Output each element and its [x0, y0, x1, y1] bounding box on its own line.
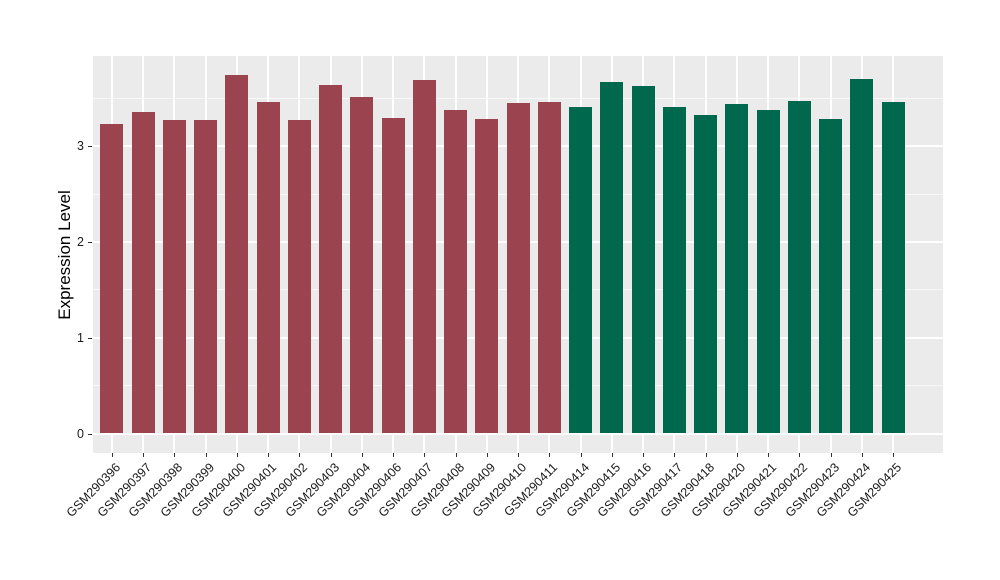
x-tick-mark	[799, 453, 801, 457]
x-tick-mark	[580, 453, 582, 457]
x-tick-mark	[705, 453, 707, 457]
x-tick-mark	[236, 453, 238, 457]
x-tick-mark	[205, 453, 207, 457]
x-tick-mark	[268, 453, 269, 457]
x-tick-mark	[549, 453, 551, 457]
x-tick-mark	[893, 453, 894, 457]
bar	[725, 104, 749, 434]
x-tick-mark	[299, 453, 301, 457]
x-tick-mark	[518, 453, 519, 457]
x-tick-mark	[111, 453, 113, 457]
y-tick-mark	[88, 146, 92, 148]
bar	[287, 119, 311, 434]
bar	[350, 96, 374, 434]
bar	[475, 118, 499, 434]
y-tick-mark	[88, 242, 92, 244]
x-tick-mark	[736, 453, 738, 457]
x-tick-mark	[393, 453, 394, 457]
bar	[256, 102, 280, 434]
bar	[569, 107, 592, 434]
bar	[819, 118, 842, 434]
bar	[662, 107, 686, 434]
x-tick-mark	[643, 453, 644, 457]
y-axis-title: Expression Level	[55, 189, 74, 320]
x-tick-mark	[455, 453, 457, 457]
y-tick-label: 0	[77, 426, 84, 441]
bar	[100, 124, 124, 434]
x-tick-mark	[861, 453, 863, 457]
bar	[631, 86, 655, 434]
bar	[787, 100, 811, 434]
bar	[381, 117, 405, 434]
bar	[600, 82, 624, 434]
y-tick-mark	[88, 433, 92, 435]
bar	[756, 110, 780, 434]
bar	[444, 110, 467, 434]
bar	[694, 114, 717, 434]
x-tick-mark	[830, 453, 832, 457]
y-tick-label: 1	[77, 330, 84, 345]
bar	[162, 119, 186, 434]
bar	[537, 102, 561, 434]
x-tick-mark	[486, 453, 488, 457]
x-tick-mark	[424, 453, 426, 457]
x-tick-mark	[330, 453, 332, 457]
plot-panel	[93, 56, 943, 453]
bar	[319, 85, 342, 434]
y-tick-mark	[88, 337, 92, 339]
y-tick-label: 2	[77, 235, 84, 250]
x-tick-mark	[143, 453, 144, 457]
y-tick-label: 3	[77, 139, 84, 154]
bar	[412, 79, 436, 434]
bar	[194, 119, 217, 434]
x-tick-mark	[674, 453, 676, 457]
x-tick-mark	[361, 453, 363, 457]
bar	[131, 112, 155, 434]
bar	[225, 74, 249, 434]
bar	[506, 103, 530, 434]
x-tick-mark	[611, 453, 613, 457]
x-tick-mark	[174, 453, 176, 457]
bar	[881, 102, 905, 434]
bar	[850, 78, 874, 434]
x-tick-mark	[768, 453, 769, 457]
